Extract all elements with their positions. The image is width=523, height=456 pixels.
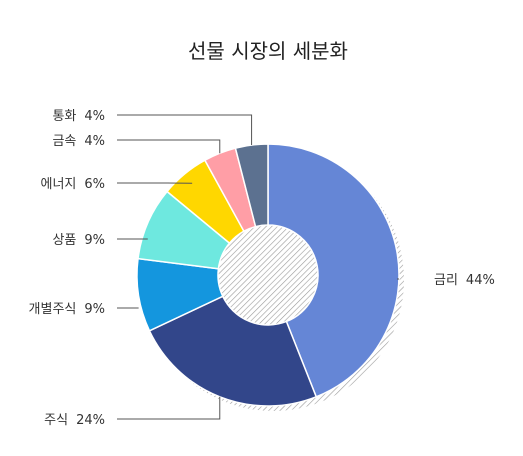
- slice-label-name: 상품: [52, 233, 76, 248]
- slice-label-name: 에너지: [40, 177, 76, 192]
- slice-label: 금리 44%: [434, 273, 495, 288]
- slice-label-value: 9%: [84, 233, 105, 248]
- leader-line: [117, 114, 253, 146]
- slice-label: 금속 4%: [52, 134, 105, 149]
- slice-label-value: 24%: [76, 413, 105, 428]
- slice-label: 에너지 6%: [40, 177, 105, 192]
- slice-label-name: 개별주식: [29, 302, 77, 317]
- slice-label-name: 금속: [52, 134, 76, 149]
- slice-label-value: 4%: [84, 134, 105, 149]
- leader-lines: [117, 114, 399, 420]
- pie-slice: [267, 143, 400, 398]
- slice-label: 통화 4%: [52, 109, 105, 124]
- leader-line: [117, 139, 221, 154]
- slice-label-value: 44%: [466, 273, 495, 288]
- slice-label-name: 통화: [52, 109, 76, 124]
- chart-title: 선물 시장의 세분화: [188, 39, 348, 63]
- leader-line: [117, 396, 221, 420]
- pie-slice: [148, 295, 318, 407]
- slice-label: 주식 24%: [44, 413, 105, 428]
- slice-label-value: 6%: [84, 177, 105, 192]
- slice-label: 상품 9%: [52, 233, 105, 248]
- slice-label-value: 4%: [84, 109, 105, 124]
- slice-label-name: 주식: [44, 413, 68, 428]
- slice-label-value: 9%: [84, 302, 105, 317]
- slice-label-name: 금리: [434, 273, 458, 288]
- slice-label: 개별주식 9%: [29, 302, 105, 317]
- donut-slices: [136, 143, 400, 407]
- pie-slice: [234, 143, 269, 228]
- slice-labels: 금리 44% 주식 24% 개별주식 9% 상품 9% 에너지 6% 금속 4% 통화 4%: [29, 109, 495, 428]
